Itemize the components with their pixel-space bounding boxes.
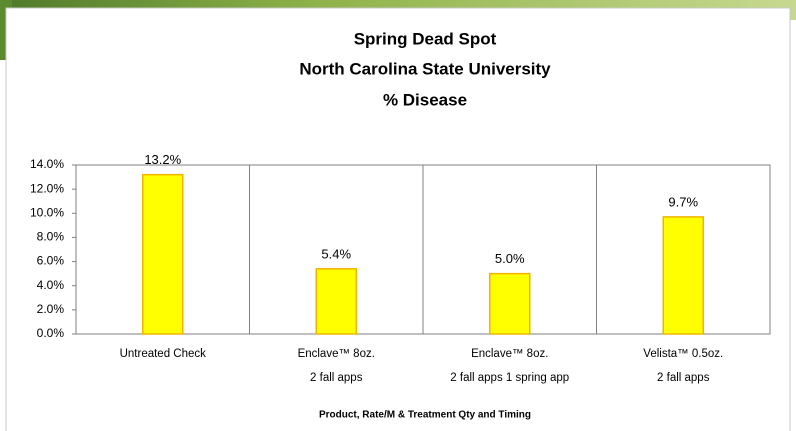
bar — [315, 268, 357, 335]
data-label: 13.2% — [144, 152, 181, 167]
x-tick-label: Velista™ 0.5oz. — [643, 348, 723, 360]
y-tick-label: 12.0% — [30, 181, 64, 195]
x-tick-label: 2 fall apps — [310, 372, 363, 384]
bar — [662, 216, 704, 335]
data-label: 9.7% — [668, 194, 698, 209]
x-axis-label: Product, Rate/M & Treatment Qty and Timi… — [319, 410, 531, 421]
y-tick-label: 2.0% — [37, 302, 65, 316]
y-tick-label: 6.0% — [37, 254, 65, 268]
x-tick-label: 2 fall apps 1 spring app — [450, 372, 569, 384]
bar — [489, 272, 531, 335]
x-tick-label: 2 fall apps — [657, 372, 710, 384]
y-tick-label: 4.0% — [37, 278, 65, 292]
chart-title: North Carolina State University — [299, 59, 551, 78]
bar — [142, 173, 184, 335]
x-tick-label: Untreated Check — [120, 348, 207, 360]
data-label: 5.0% — [495, 251, 525, 266]
chart-title: % Disease — [383, 90, 467, 109]
x-tick-label: Enclave™ 8oz. — [298, 348, 375, 360]
data-label: 5.4% — [321, 246, 351, 261]
y-tick-label: 14.0% — [30, 157, 64, 171]
y-tick-label: 0.0% — [37, 326, 65, 340]
y-tick-label: 8.0% — [37, 230, 65, 244]
chart-title: Spring Dead Spot — [354, 29, 497, 48]
y-tick-label: 10.0% — [30, 205, 64, 219]
x-tick-label: Enclave™ 8oz. — [471, 348, 548, 360]
chart-panel — [5, 7, 791, 431]
